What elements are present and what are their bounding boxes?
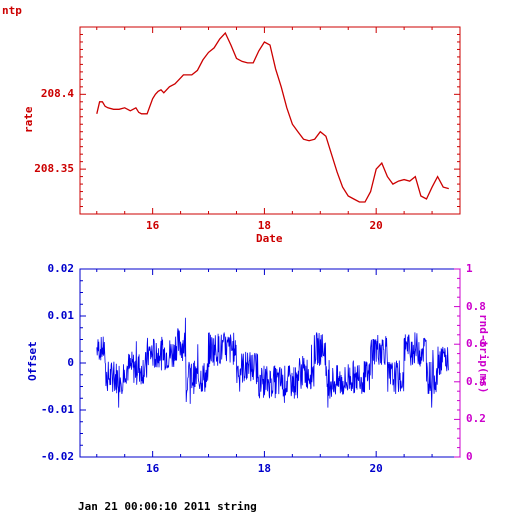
roundtrip-y-tick-label: 0.4 xyxy=(466,374,486,388)
rate-series-line xyxy=(96,31,449,203)
rate-x-tick-label: 18 xyxy=(257,219,272,232)
corner-label: ntp xyxy=(2,4,22,17)
offset-x-tick-label: 20 xyxy=(369,462,383,475)
roundtrip-y-tick-label: 0.8 xyxy=(466,299,486,313)
offset-y-tick-label: 0 xyxy=(67,356,74,369)
rate-chart xyxy=(79,26,461,215)
offset-series-line xyxy=(96,317,449,408)
rate-x-axis-label: Date xyxy=(256,232,283,245)
offset-x-tick-label: 18 xyxy=(257,462,272,475)
rate-axis-ticks xyxy=(80,26,460,214)
rate-plot-frame xyxy=(79,26,461,215)
offset-y-tick-label: 0.01 xyxy=(47,309,75,322)
offset-axis-label: Offset xyxy=(26,341,39,381)
footer-timestamp: Jan 21 00:00:10 2011 string xyxy=(78,500,257,513)
roundtrip-y-tick-label: 1 xyxy=(466,262,473,275)
offset-chart xyxy=(79,268,461,458)
offset-y-tick-label: -0.01 xyxy=(40,403,74,416)
rate-axis-label: rate xyxy=(22,106,35,134)
offset-y-tick-label: 0.02 xyxy=(47,262,75,275)
rate-x-tick-label: 20 xyxy=(369,219,383,232)
roundtrip-y-tick-label: 0 xyxy=(466,450,473,463)
rate-x-tick-label: 16 xyxy=(146,219,160,232)
roundtrip-y-tick-label: 0.2 xyxy=(466,412,486,426)
rate-y-tick-label: 208.4 xyxy=(40,87,74,101)
rate-y-tick-label: 208.35 xyxy=(34,162,74,176)
offset-y-tick-label: -0.02 xyxy=(40,450,74,463)
offset-x-tick-label: 16 xyxy=(146,462,160,475)
roundtrip-y-tick-label: 0.6 xyxy=(466,337,486,351)
offset-axis-ticks xyxy=(80,268,460,458)
offset-plot-frame xyxy=(79,268,461,458)
